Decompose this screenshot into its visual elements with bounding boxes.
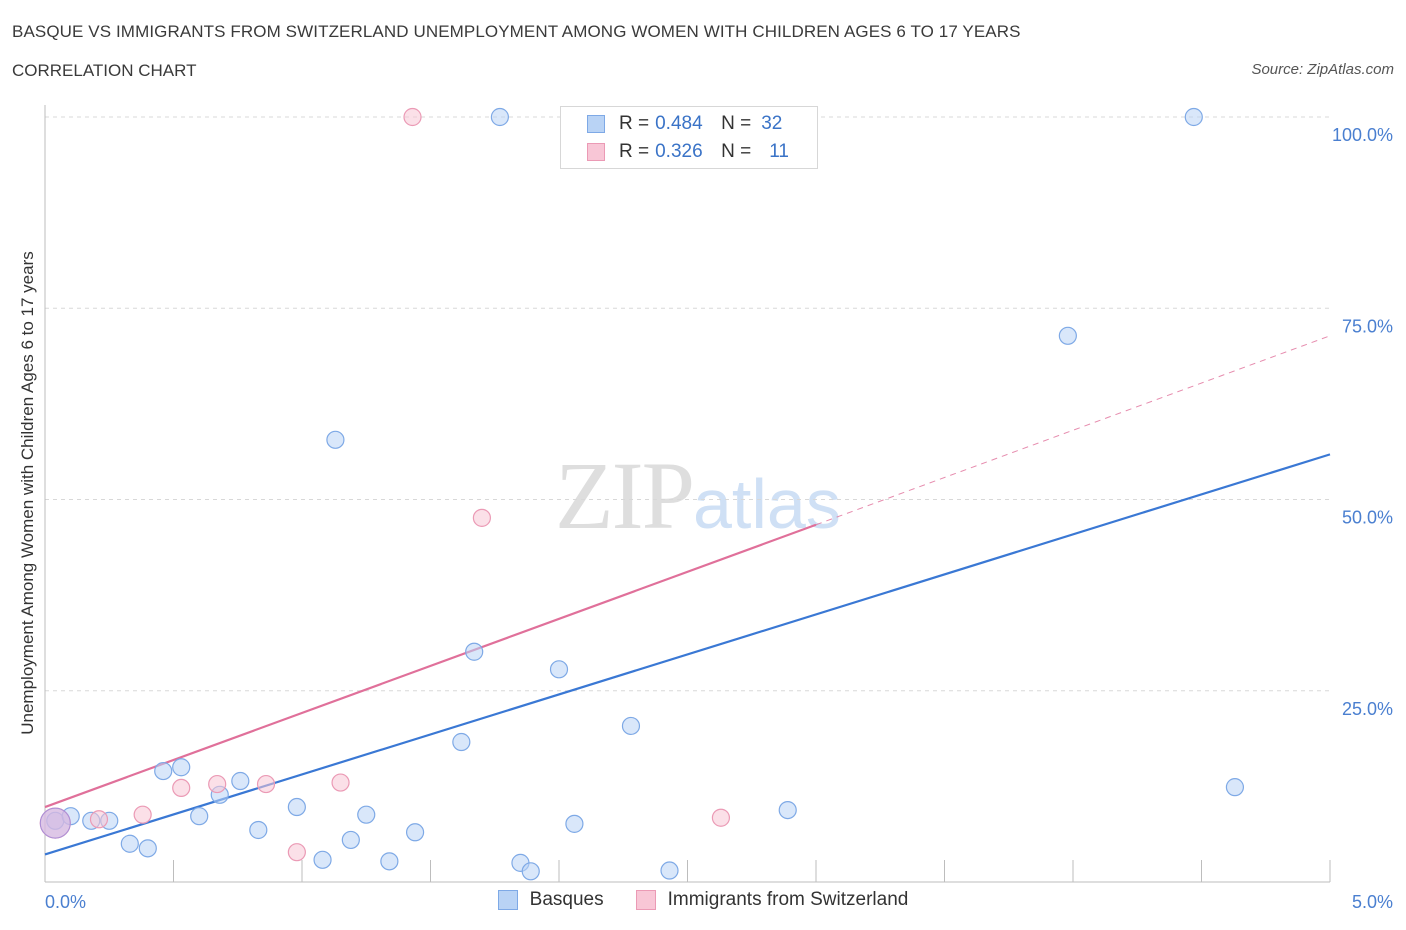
point-basques: [357, 805, 376, 824]
chart-title: BASQUE VS IMMIGRANTS FROM SWITZERLAND UN…: [12, 22, 1021, 41]
point-basques: [341, 830, 360, 850]
data-points: [39, 107, 1245, 881]
point-basques: [190, 807, 209, 826]
legend-label-swiss: Immigrants from Switzerland: [667, 889, 909, 910]
legend-item-basques: Basques: [497, 889, 604, 911]
chart-subtitle: CORRELATION CHART: [12, 61, 197, 80]
point-basques: [621, 716, 641, 736]
watermark: ZIPatlas: [555, 440, 841, 551]
y-tick-label: 100.0%: [1332, 125, 1393, 145]
correlation-legend: R = 0.484 N = 32 R = 0.326 N = 11: [560, 106, 818, 169]
point-basques: [452, 732, 471, 752]
legend-swatch-basques: [587, 115, 605, 133]
point-basques: [1225, 778, 1245, 797]
point-swiss: [256, 774, 276, 794]
point-swiss: [208, 774, 227, 794]
point-basques: [249, 820, 268, 840]
point-swiss: [287, 843, 306, 862]
point-basques: [120, 834, 139, 853]
point-basques: [565, 814, 584, 833]
legend-swatch-swiss: [635, 890, 656, 910]
point-basques: [1184, 107, 1203, 127]
point-basques: [172, 758, 191, 777]
point-basques: [660, 861, 679, 880]
axes: [44, 105, 1331, 883]
point-basques: [549, 660, 569, 679]
legend-label-basques: Basques: [529, 889, 604, 910]
trend-line-swiss-extension: [815, 335, 1331, 526]
point-swiss: [472, 508, 491, 527]
legend-r-label: R =: [619, 113, 650, 134]
legend-swatch-basques: [497, 890, 518, 910]
grid-lines: [45, 116, 1330, 692]
legend-n-label: N =: [721, 141, 752, 162]
y-tick-label: 50.0%: [1342, 508, 1393, 528]
point-swiss: [89, 810, 109, 829]
point-basques: [231, 771, 250, 791]
point-basques: [326, 430, 345, 449]
point-basques: [1058, 326, 1077, 345]
point-cluster-origin: [39, 807, 71, 839]
source-label: Source: ZipAtlas.com: [1251, 61, 1394, 78]
tick-labels: 25.0% 50.0% 75.0% 100.0% 0.0% 5.0%: [45, 125, 1393, 912]
watermark-atlas: atlas: [693, 465, 841, 543]
point-swiss: [172, 778, 191, 798]
legend-item-swiss: Immigrants from Switzerland: [635, 889, 909, 911]
legend-r-value: 0.484: [655, 113, 703, 134]
series-legend: Basques Immigrants from Switzerland: [0, 889, 1406, 911]
trend-line-swiss: [44, 523, 817, 809]
point-swiss: [133, 805, 152, 824]
x-tick-label: 5.0%: [1352, 892, 1393, 912]
legend-r-label: R =: [619, 141, 650, 162]
point-basques: [380, 852, 399, 871]
point-swiss: [403, 107, 422, 127]
point-basques: [490, 107, 509, 127]
watermark-zip: ZIP: [555, 442, 695, 549]
point-basques: [154, 761, 173, 781]
trend-line-basques: [44, 453, 1331, 856]
legend-n-value: 11: [769, 141, 789, 162]
point-swiss: [711, 808, 731, 827]
legend-row-swiss: R = 0.326 N = 11: [587, 140, 789, 164]
point-swiss: [331, 773, 350, 792]
y-tick-label: 25.0%: [1342, 699, 1393, 719]
point-basques: [465, 642, 484, 661]
legend-n-label: N =: [721, 113, 752, 134]
y-tick-label: 75.0%: [1342, 316, 1393, 336]
point-basques: [138, 839, 157, 858]
legend-r-value: 0.326: [655, 141, 703, 162]
point-basques: [287, 797, 306, 817]
point-basques: [313, 850, 332, 869]
x-tick-label: 0.0%: [45, 892, 86, 912]
point-basques: [778, 800, 797, 820]
legend-row-basques: R = 0.484 N = 32: [587, 112, 782, 136]
point-basques: [521, 862, 540, 881]
legend-swatch-swiss: [587, 143, 605, 161]
legend-n-value: 32: [761, 113, 783, 134]
point-basques: [405, 823, 425, 842]
